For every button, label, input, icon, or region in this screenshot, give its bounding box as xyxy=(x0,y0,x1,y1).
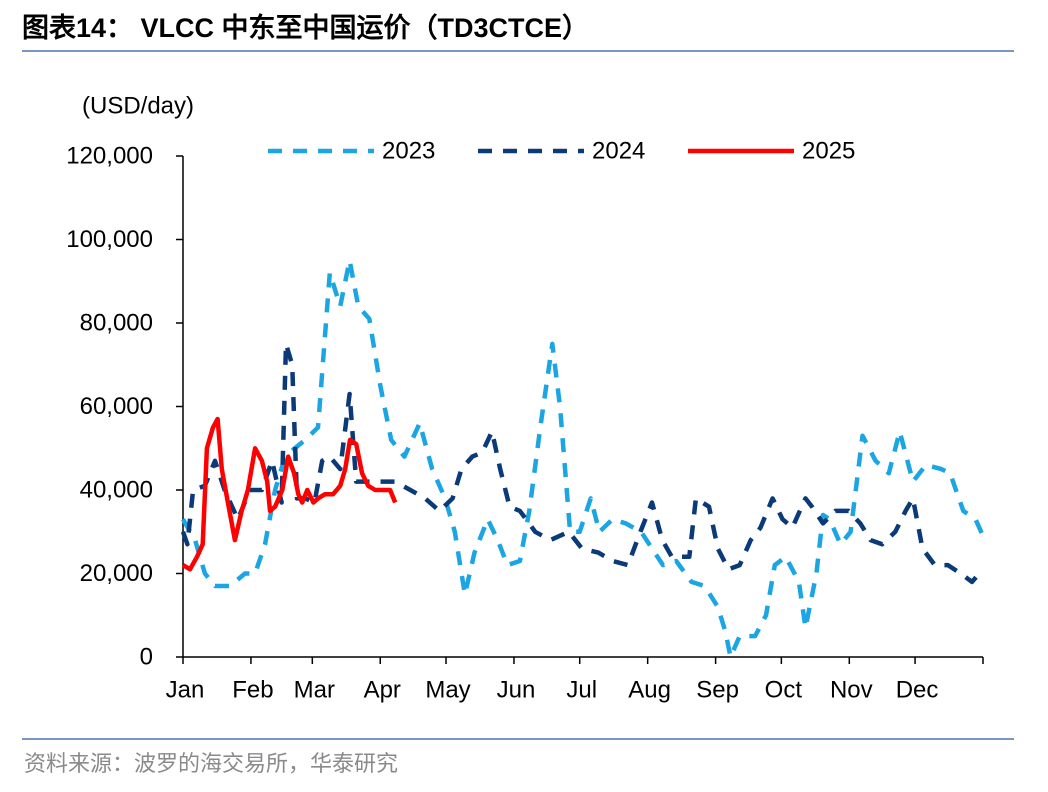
legend-label: 2023 xyxy=(382,137,435,164)
x-tick-label: Jun xyxy=(497,676,536,703)
y-tick-label: 60,000 xyxy=(80,393,153,420)
y-tick-label: 120,000 xyxy=(66,142,153,169)
x-tick-label: Jul xyxy=(566,676,597,703)
series-line xyxy=(181,258,986,660)
y-axis-unit: (USD/day) xyxy=(82,92,194,119)
x-tick-label: Aug xyxy=(628,676,671,703)
x-tick-label: May xyxy=(425,676,470,703)
x-tick-label: Sep xyxy=(696,676,739,703)
source: 资料来源：波罗的海交易所，华泰研究 xyxy=(24,751,398,776)
y-tick-label: 20,000 xyxy=(80,560,153,587)
x-tick-label: Oct xyxy=(765,676,803,703)
y-tick-label: 100,000 xyxy=(66,226,153,253)
y-tick-label: 40,000 xyxy=(80,476,153,503)
legend-label: 2024 xyxy=(592,137,645,164)
legend-label: 2025 xyxy=(802,137,855,164)
x-tick-label: Jan xyxy=(166,676,205,703)
title: 图表14： VLCC 中东至中国运价（TD3CTCE） xyxy=(22,12,589,43)
series-line xyxy=(180,341,985,585)
y-tick-label: 0 xyxy=(140,643,153,670)
x-tick-label: Nov xyxy=(830,676,873,703)
y-tick-label: 80,000 xyxy=(80,309,153,336)
x-tick-label: Apr xyxy=(364,676,401,703)
x-tick-label: Mar xyxy=(294,676,335,703)
series-line xyxy=(181,416,398,572)
x-tick-label: Feb xyxy=(232,676,273,703)
x-tick-label: Dec xyxy=(896,676,939,703)
